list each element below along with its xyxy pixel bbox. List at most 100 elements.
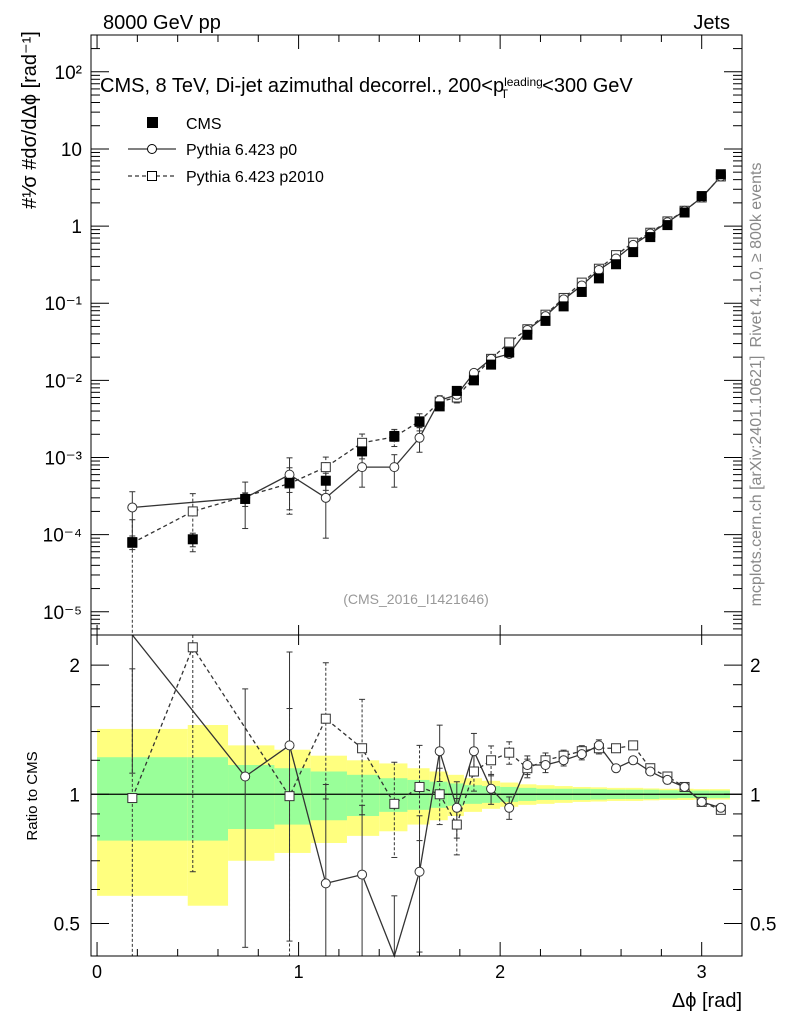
ratio-p0-point — [357, 869, 368, 880]
ratio-p0-point — [414, 866, 425, 877]
ratio-band-stat — [228, 765, 275, 830]
p0-point — [357, 462, 368, 473]
ratio-bands — [91, 725, 742, 906]
legend-p2010-marker — [147, 171, 157, 181]
p0-point — [593, 264, 604, 275]
cms-point — [611, 259, 622, 270]
cms-point — [284, 477, 295, 488]
y-tick-label: 10⁻⁴ — [43, 526, 82, 547]
ratio-band-stat — [187, 757, 229, 841]
p2010-line — [132, 176, 722, 544]
cms-point — [504, 347, 515, 358]
cms-point — [434, 401, 445, 412]
y-tick-label: 10⁻¹ — [45, 294, 83, 315]
legend-p0-label: Pythia 6.423 p0 — [186, 142, 297, 159]
cms-point — [628, 247, 639, 258]
ratio-p0-point — [593, 740, 604, 751]
legend-cms-label: CMS — [186, 116, 222, 133]
cms-point — [451, 385, 462, 396]
cms-point — [715, 169, 726, 180]
cms-point — [320, 475, 331, 486]
p2010-point — [357, 437, 368, 448]
y-tick-label: 10² — [55, 63, 82, 84]
x-tick-label: 0 — [92, 962, 102, 982]
ratio-p2010-point — [504, 747, 515, 758]
ratio-p2010-point — [187, 642, 198, 653]
ratio-p2010-point — [414, 781, 425, 792]
x-axis-label: Δϕ [rad] — [672, 990, 742, 1012]
ratio-tick-label: 2 — [69, 656, 80, 677]
cms-point — [240, 493, 251, 504]
cms-point — [662, 220, 673, 231]
cms-point — [522, 329, 533, 340]
y-axis-label-main: #¹⁄σ #dσ/dΔϕ [rad⁻¹] — [19, 31, 41, 209]
cms-point — [696, 191, 707, 202]
x-tick-label: 3 — [697, 962, 707, 982]
cms-point — [540, 315, 551, 326]
ratio-p0-point — [715, 802, 726, 813]
ratio-p0-point — [576, 749, 587, 760]
ratio-plot-frame — [90, 634, 743, 957]
p0-point — [320, 492, 331, 503]
ratio-band-stat — [346, 774, 380, 817]
y-tick-label: 10 — [61, 140, 82, 161]
cms-point — [187, 534, 198, 545]
plot-title: CMS, 8 TeV, Di-jet azimuthal decorrel., … — [100, 75, 633, 101]
ratio-p0-point — [451, 802, 462, 813]
ratio-p0-point — [434, 746, 445, 757]
cms-point — [593, 273, 604, 284]
cms-point — [486, 359, 497, 370]
y-tick-label: 1 — [71, 217, 82, 238]
ratio-p0-point — [486, 783, 497, 794]
mcplots-label: mcplots.cern.ch [arXiv:2401.10621] — [748, 356, 765, 607]
ratio-p2010-point — [389, 798, 400, 809]
ratio-p2010-point — [486, 755, 497, 766]
ratio-tick-label-right: 2 — [750, 656, 761, 677]
legend-cms-marker — [147, 117, 158, 128]
p0-line — [132, 176, 722, 509]
cms-point — [389, 430, 400, 441]
p0-point — [414, 432, 425, 443]
ratio-p2010-point — [127, 793, 138, 804]
ratio-p2010-point — [451, 819, 462, 830]
data-series — [127, 169, 726, 958]
rivet-label: Rivet 4.1.0, ≥ 800k events — [748, 163, 765, 348]
analysis-watermark: (CMS_2016_I1421646) — [343, 591, 489, 607]
y-tick-label: 10⁻² — [45, 371, 83, 392]
ratio-p2010-point — [357, 743, 368, 754]
y-tick-label: 10⁻⁵ — [43, 603, 82, 624]
axes-ticks: 0 1 2 3 10⁻⁵ 10⁻⁴ 10⁻³ 10⁻² 10⁻¹ 1 10 10² 0.5 0.5 1 1 2 2 — [43, 34, 776, 982]
ratio-tick-label: 0.5 — [54, 914, 80, 935]
ratio-p0-point — [611, 763, 622, 774]
ratio-p2010-point — [611, 743, 622, 754]
ratio-band-stat — [310, 771, 347, 821]
cms-point — [558, 301, 569, 312]
ratio-p0-point — [240, 771, 251, 782]
ratio-p0-point — [679, 781, 690, 792]
ratio-p2010-point — [468, 766, 479, 777]
ratio-tick-label-right: 1 — [750, 785, 761, 806]
ratio-tick-label-right: 0.5 — [750, 914, 776, 935]
legend: CMS Pythia 6.423 p0 Pythia 6.423 p2010 — [128, 116, 324, 186]
legend-p2010-label: Pythia 6.423 p2010 — [186, 169, 324, 186]
cms-point — [127, 537, 138, 548]
ratio-p0-point — [504, 802, 515, 813]
p2010-point — [187, 506, 198, 517]
cms-point — [414, 416, 425, 427]
ratio-tick-label: 1 — [69, 785, 80, 806]
ratio-p0-point — [662, 774, 673, 785]
p2010-point — [320, 462, 331, 473]
p0-point — [389, 462, 400, 473]
cms-point — [679, 207, 690, 218]
p2010-point — [504, 337, 515, 348]
ratio-p0-point — [558, 755, 569, 766]
cms-point — [357, 446, 368, 457]
p0-point — [127, 502, 138, 513]
cms-point — [645, 232, 656, 243]
x-tick-label: 2 — [495, 962, 505, 982]
ratio-p2010-point — [628, 740, 639, 751]
ratio-p0-point — [320, 878, 331, 889]
ratio-p2010-point — [284, 791, 295, 802]
ratio-p0-point — [645, 766, 656, 777]
